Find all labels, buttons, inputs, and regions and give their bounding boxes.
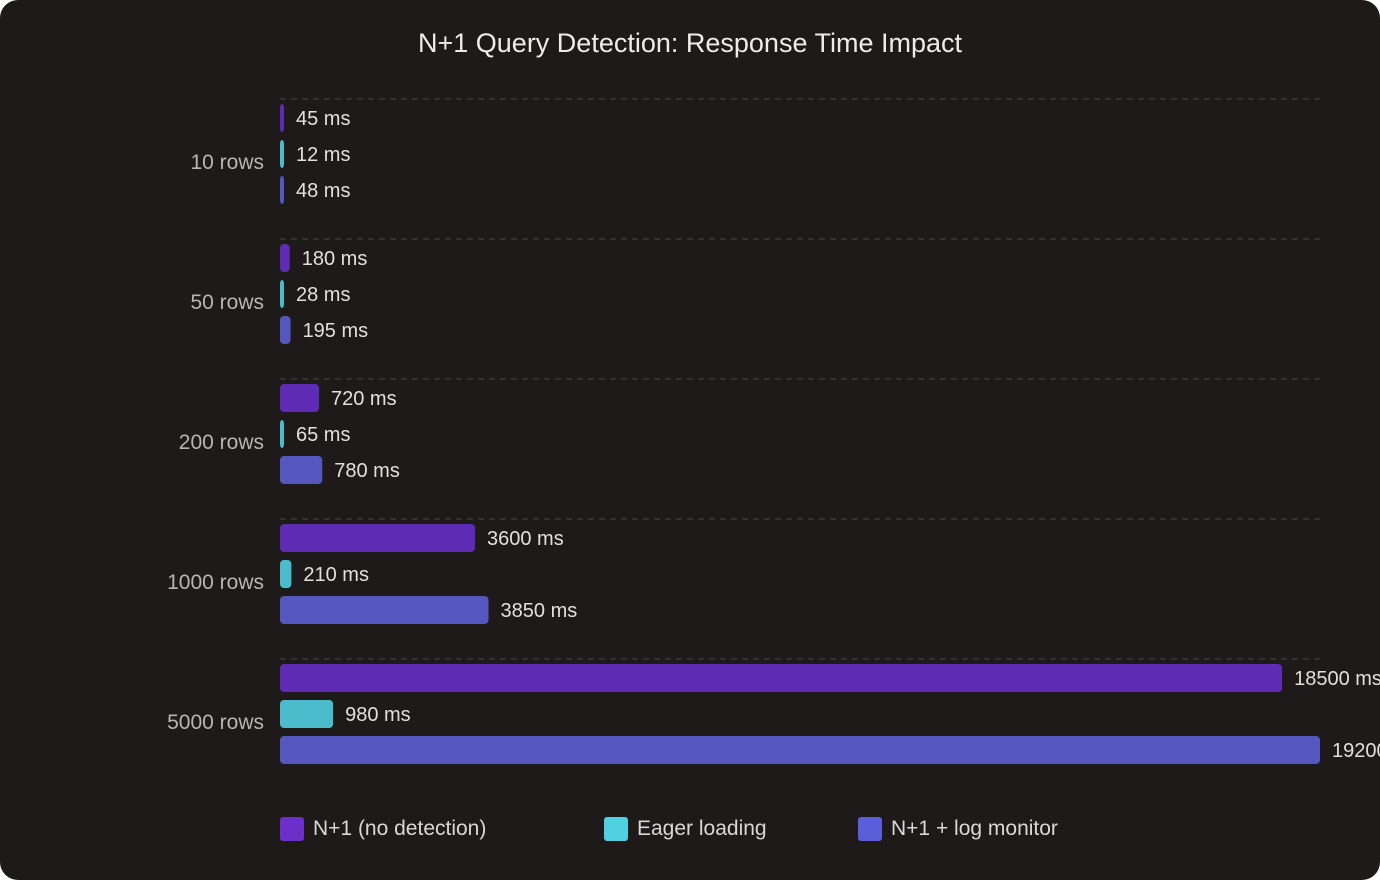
legend-label: Eager loading bbox=[637, 817, 767, 840]
data-label: 48 ms bbox=[296, 180, 350, 202]
chart-title: N+1 Query Detection: Response Time Impac… bbox=[418, 28, 962, 58]
legend-swatch bbox=[858, 817, 882, 841]
legend-item-eager[interactable]: Eager loading bbox=[604, 817, 767, 841]
data-label: 18500 ms bbox=[1294, 668, 1380, 690]
bar-2 bbox=[280, 596, 489, 624]
data-label: 210 ms bbox=[303, 564, 369, 586]
bar-2 bbox=[280, 176, 284, 204]
data-label: 780 ms bbox=[334, 460, 400, 482]
category-label: 50 rows bbox=[190, 291, 264, 314]
bar-1 bbox=[280, 560, 292, 588]
legend-swatch bbox=[280, 817, 304, 841]
bar-0 bbox=[280, 664, 1283, 692]
legend-item-n1[interactable]: N+1 (no detection) bbox=[280, 817, 486, 841]
data-label: 12 ms bbox=[296, 144, 350, 166]
bar-0 bbox=[280, 524, 475, 552]
category-label: 1000 rows bbox=[167, 571, 264, 594]
legend-label: N+1 + log monitor bbox=[891, 817, 1058, 840]
data-label: 45 ms bbox=[296, 108, 350, 130]
bar-2 bbox=[280, 456, 323, 484]
legend-item-log-monitor[interactable]: N+1 + log monitor bbox=[858, 817, 1058, 841]
data-label: 180 ms bbox=[302, 248, 368, 270]
data-label: 195 ms bbox=[303, 320, 369, 342]
data-label: 65 ms bbox=[296, 424, 350, 446]
category-label: 200 rows bbox=[179, 431, 264, 454]
data-label: 28 ms bbox=[296, 284, 350, 306]
bar-0 bbox=[280, 104, 284, 132]
data-label: 3600 ms bbox=[487, 528, 564, 550]
category-label: 5000 rows bbox=[167, 711, 264, 734]
category-label: 10 rows bbox=[190, 151, 264, 174]
bar-1 bbox=[280, 420, 284, 448]
bar-2 bbox=[280, 316, 291, 344]
legend-label: N+1 (no detection) bbox=[313, 817, 487, 840]
bar-1 bbox=[280, 280, 284, 308]
bar-1 bbox=[280, 140, 284, 168]
bar-0 bbox=[280, 384, 319, 412]
data-label: 3850 ms bbox=[501, 600, 578, 622]
data-label: 980 ms bbox=[345, 704, 411, 726]
bar-1 bbox=[280, 700, 334, 728]
legend-swatch bbox=[604, 817, 628, 841]
data-label: 19200 ms bbox=[1332, 740, 1380, 762]
data-label: 720 ms bbox=[331, 388, 397, 410]
bar-0 bbox=[280, 244, 290, 272]
bar-2 bbox=[280, 736, 1320, 764]
